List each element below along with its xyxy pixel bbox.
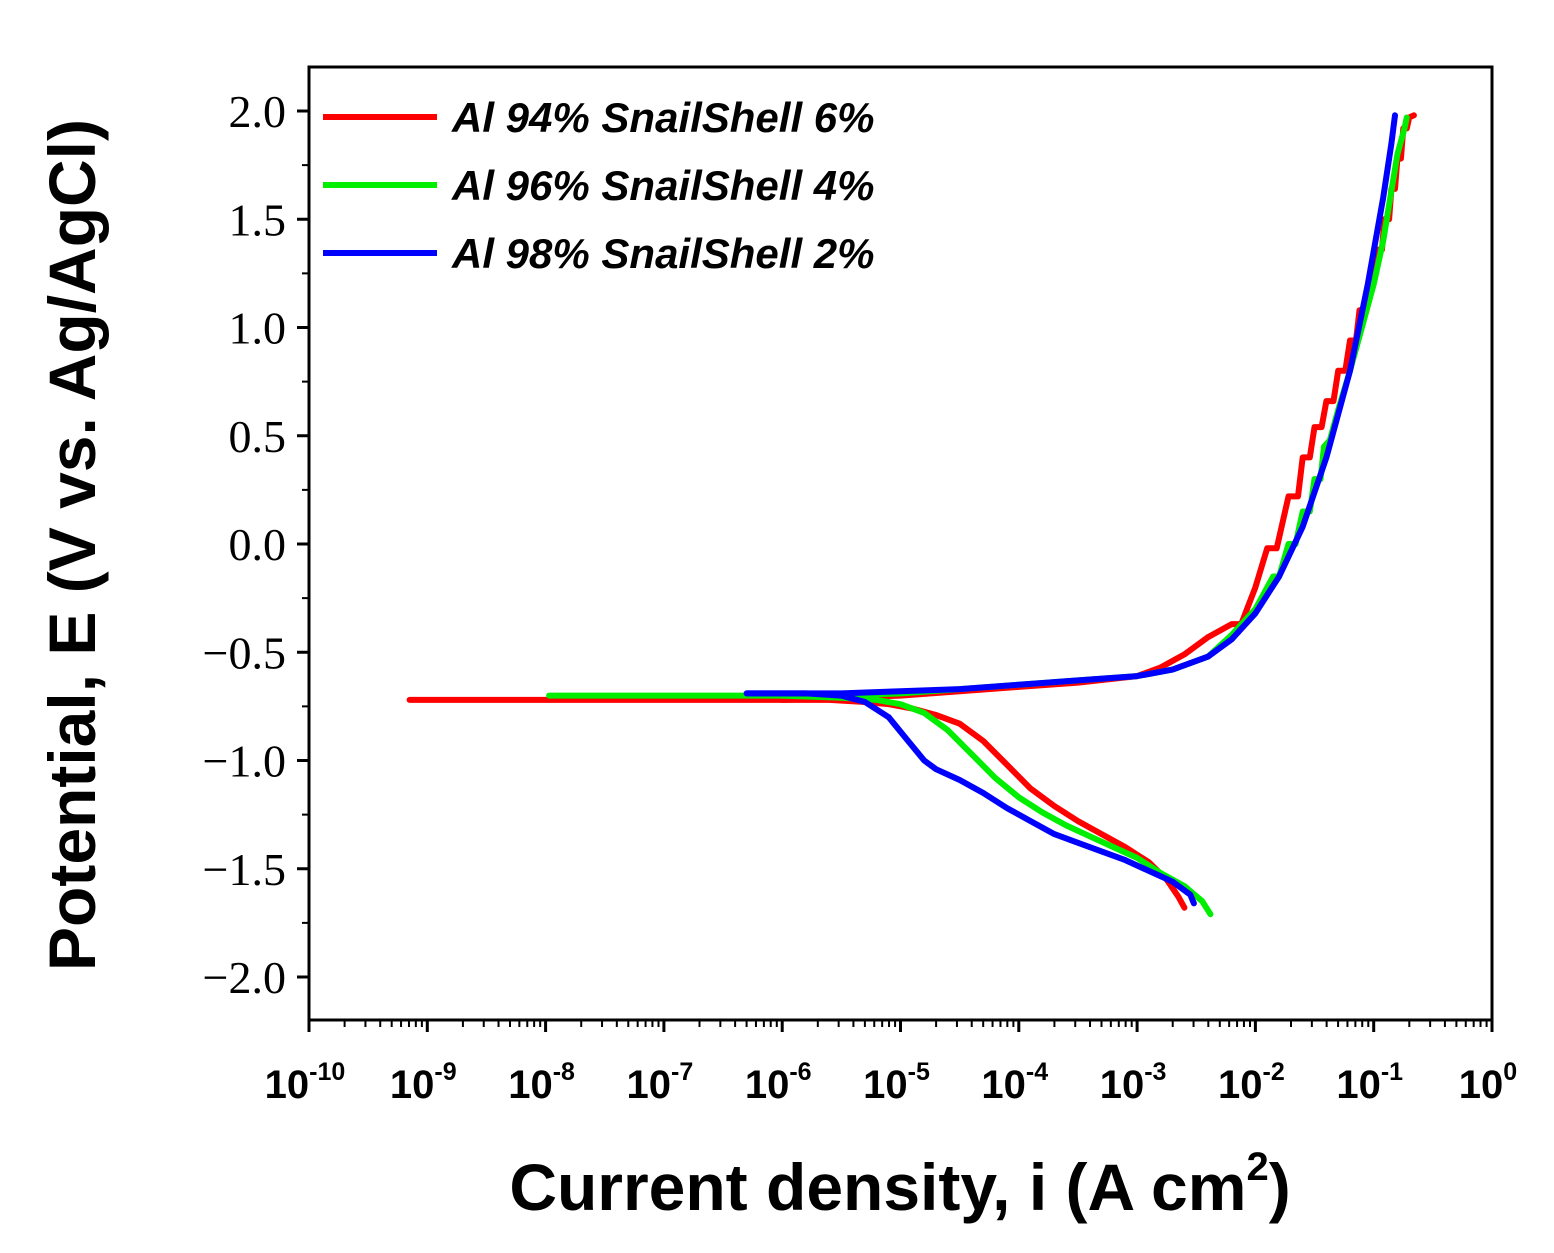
x-tick-label: 10-2 [1218, 1058, 1285, 1107]
y-tick-label: −2.0 [203, 952, 286, 1003]
x-axis-title: Current density, i (A cm2) [509, 1145, 1290, 1224]
x-tick-label: 10-3 [1100, 1058, 1167, 1107]
y-tick-label: −1.0 [203, 736, 286, 787]
series-line-0 [406, 696, 1188, 911]
x-tick-label: 10-7 [627, 1058, 694, 1107]
x-tick-label: 10-8 [508, 1058, 575, 1107]
legend: Al 94% SnailShell 6% Al 96% SnailShell 4%… [323, 94, 875, 277]
x-tick-label: 10-4 [981, 1058, 1048, 1107]
x-tick-label: 10-5 [863, 1058, 930, 1107]
y-axis-title: Potential, E (V vs. Ag/AgCl) [35, 119, 109, 971]
series-line-5 [743, 112, 1398, 697]
legend-label: Al 98% SnailShell 2% [451, 230, 875, 277]
y-axis: 2.0 1.5 1.0 0.5 0.0 −0.5 −1.0 −1.5 −2.0 [203, 86, 309, 1003]
x-tick-label: 10-9 [390, 1058, 457, 1107]
y-tick-label: 0.0 [229, 519, 287, 570]
series-line-4 [743, 690, 1197, 907]
y-tick-label: 1.5 [229, 194, 287, 245]
legend-label: Al 94% SnailShell 6% [451, 94, 875, 141]
series-line-3 [779, 114, 1410, 699]
y-tick-label: −0.5 [203, 627, 286, 678]
x-tick-label: 10-6 [745, 1058, 812, 1107]
series-line-1 [779, 112, 1417, 703]
x-tick-label: 100 [1459, 1058, 1517, 1107]
x-tick-label: 10-10 [265, 1058, 346, 1107]
x-axis: 10-10 10-9 10-8 10-7 10-6 10-5 10-4 10-3 10-2 10-… [265, 1020, 1517, 1107]
y-tick-label: 0.5 [229, 411, 287, 462]
x-tick-label: 10-1 [1336, 1058, 1403, 1107]
series-line-2 [546, 692, 1214, 918]
plot-frame [307, 65, 1494, 1022]
y-tick-label: −1.5 [203, 844, 286, 895]
legend-label: Al 96% SnailShell 4% [451, 162, 875, 209]
y-tick-label: 2.0 [229, 86, 287, 137]
y-tick-label: 1.0 [229, 303, 287, 354]
series-layer [406, 112, 1417, 918]
